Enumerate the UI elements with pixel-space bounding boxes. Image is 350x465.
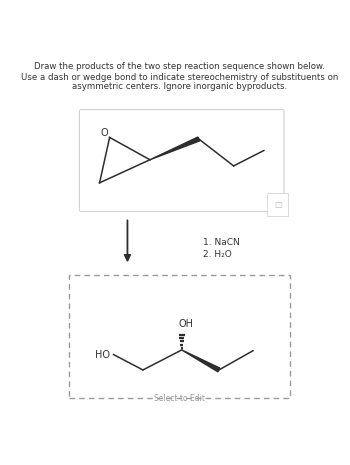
Text: HO: HO — [95, 350, 110, 359]
Text: Draw the products of the two step reaction sequence shown below.: Draw the products of the two step reacti… — [34, 62, 325, 71]
Text: OH: OH — [179, 319, 194, 329]
Text: Select to Edit: Select to Edit — [154, 394, 205, 403]
FancyBboxPatch shape — [79, 110, 284, 211]
Polygon shape — [150, 137, 199, 160]
Text: Use a dash or wedge bond to indicate stereochemistry of substituents on: Use a dash or wedge bond to indicate ste… — [21, 73, 338, 82]
Text: □: □ — [274, 200, 282, 209]
Text: O: O — [100, 128, 108, 138]
Text: 1. NaCN: 1. NaCN — [203, 239, 239, 247]
Text: asymmetric centers. Ignore inorganic byproducts.: asymmetric centers. Ignore inorganic byp… — [72, 82, 287, 91]
Bar — [69, 275, 290, 399]
Text: 2. H₂O: 2. H₂O — [203, 250, 231, 259]
Polygon shape — [182, 350, 220, 372]
